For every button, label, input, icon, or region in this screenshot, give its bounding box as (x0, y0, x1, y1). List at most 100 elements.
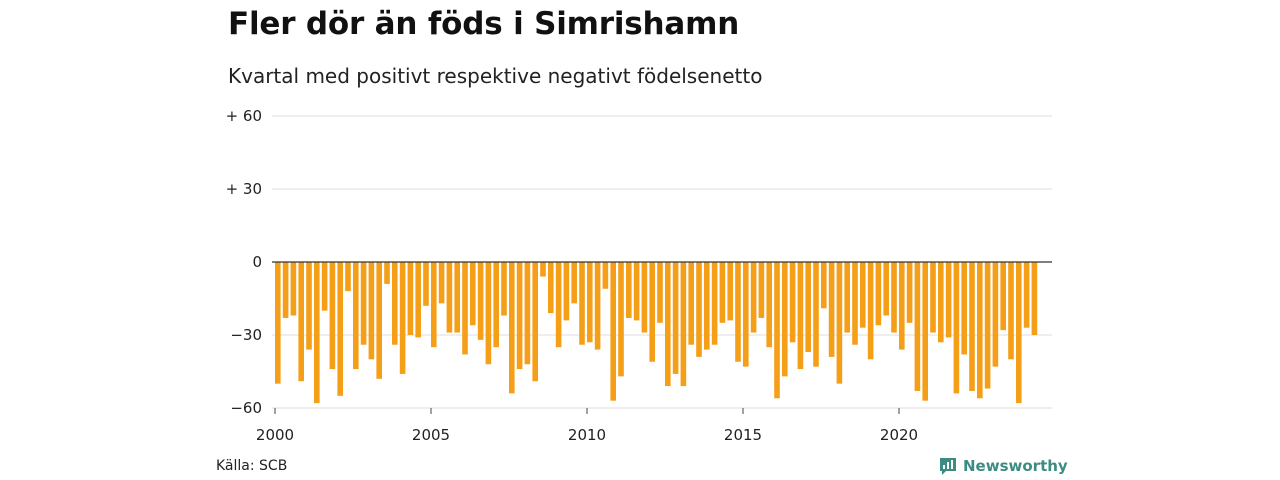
bar-2000K4 (298, 262, 304, 382)
bar-2000K1 (275, 262, 281, 384)
bar-2011K1 (618, 262, 624, 377)
bar-2009K4 (579, 262, 585, 345)
bar-2002K1 (337, 262, 343, 396)
bar-2016K4 (797, 262, 804, 370)
bar-2016K3 (789, 262, 796, 343)
bar-2022K4 (984, 262, 991, 389)
bar-2008K4 (548, 262, 554, 314)
bar-2012K3 (665, 262, 671, 387)
bar-2018K3 (852, 262, 858, 345)
bar-2014K4 (735, 262, 741, 362)
bar-2000K3 (290, 262, 297, 316)
bar-2003K2 (376, 262, 382, 379)
bar-2022K1 (961, 262, 967, 355)
bar-2001K4 (329, 262, 336, 370)
bar-2004K3 (415, 262, 421, 338)
bar-2008K3 (540, 262, 546, 277)
bar-2002K2 (345, 262, 351, 292)
bars (275, 262, 1038, 404)
bar-2007K3 (509, 262, 515, 394)
bar-2005K3 (446, 262, 453, 333)
bar-2024K2 (1031, 262, 1038, 335)
bar-2013K2 (688, 262, 694, 345)
bar-2021K2 (938, 262, 944, 343)
bar-2015K2 (750, 262, 757, 333)
bar-2019K4 (891, 262, 897, 333)
bar-2001K1 (306, 262, 312, 350)
bar-2011K4 (641, 262, 648, 333)
y-axis-labels: + 60 + 30 0 −30 −60 (226, 107, 262, 417)
bar-2020K2 (906, 262, 913, 323)
bar-2002K3 (353, 262, 359, 370)
bar-2018K4 (860, 262, 866, 328)
bar-2005K1 (431, 262, 437, 348)
bar-2014K3 (727, 262, 733, 321)
bar-2017K3 (821, 262, 827, 309)
bar-2015K3 (758, 262, 765, 318)
bar-2019K1 (867, 262, 874, 360)
bar-2016K2 (782, 262, 788, 377)
bar-2005K2 (438, 262, 445, 304)
x-tick-label: 2020 (880, 426, 918, 444)
x-tick-label: 2000 (256, 426, 294, 444)
y-tick-label: + 60 (226, 107, 262, 125)
bar-2024K1 (1023, 262, 1030, 328)
bar-2003K1 (368, 262, 375, 360)
bar-2001K2 (314, 262, 320, 404)
bar-2018K2 (844, 262, 850, 333)
bar-2020K1 (899, 262, 905, 350)
bar-2002K4 (360, 262, 367, 345)
bar-2013K3 (696, 262, 702, 357)
bar-2021K4 (953, 262, 960, 394)
bar-2021K3 (945, 262, 952, 338)
bar-2020K4 (922, 262, 928, 401)
bar-2013K1 (680, 262, 687, 387)
brand-name: Newsworthy (963, 457, 1068, 475)
bar-2008K1 (524, 262, 531, 365)
bar-2010K2 (594, 262, 601, 350)
bar-2006K3 (477, 262, 484, 340)
x-tick-label: 2010 (568, 426, 606, 444)
bar-2019K2 (875, 262, 882, 326)
bar-2003K3 (384, 262, 390, 284)
x-axis: 2000 2005 2010 2015 2020 (256, 408, 918, 444)
bar-2004K1 (399, 262, 406, 374)
bar-2014K1 (711, 262, 718, 345)
bar-2022K3 (977, 262, 983, 399)
bar-2010K4 (610, 262, 616, 401)
bar-2000K2 (282, 262, 289, 318)
bar-2018K1 (836, 262, 843, 384)
bar-2006K4 (485, 262, 492, 365)
bar-2022K2 (969, 262, 975, 391)
bar-2004K2 (407, 262, 414, 335)
bar-2017K2 (813, 262, 819, 367)
y-tick-label: 0 (252, 253, 262, 271)
bar-2015K1 (743, 262, 749, 367)
y-tick-label: −60 (230, 399, 262, 417)
bar-2006K2 (470, 262, 476, 326)
y-tick-label: −30 (230, 326, 262, 344)
bar-2009K2 (563, 262, 570, 321)
x-tick-label: 2005 (412, 426, 450, 444)
bar-2014K2 (719, 262, 726, 323)
chart-subtitle: Kvartal med positivt respektive negativt… (228, 64, 763, 88)
grid-lines (272, 115, 1052, 409)
bar-2001K3 (321, 262, 328, 311)
bar-2017K4 (828, 262, 835, 357)
bar-2009K3 (571, 262, 577, 304)
bar-2012K2 (657, 262, 663, 323)
bar-2010K1 (587, 262, 593, 343)
bar-2013K4 (704, 262, 710, 350)
bar-2023K3 (1008, 262, 1014, 360)
bar-2015K4 (766, 262, 772, 348)
brand-logo: Newsworthy (938, 456, 1068, 476)
source-note: Källa: SCB (216, 458, 288, 474)
bar-2023K1 (992, 262, 999, 367)
bar-2005K4 (454, 262, 460, 333)
bar-2007K2 (501, 262, 507, 316)
bar-2017K1 (805, 262, 811, 353)
bar-2004K4 (423, 262, 429, 306)
bar-2011K3 (633, 262, 640, 321)
bar-2023K4 (1016, 262, 1022, 404)
